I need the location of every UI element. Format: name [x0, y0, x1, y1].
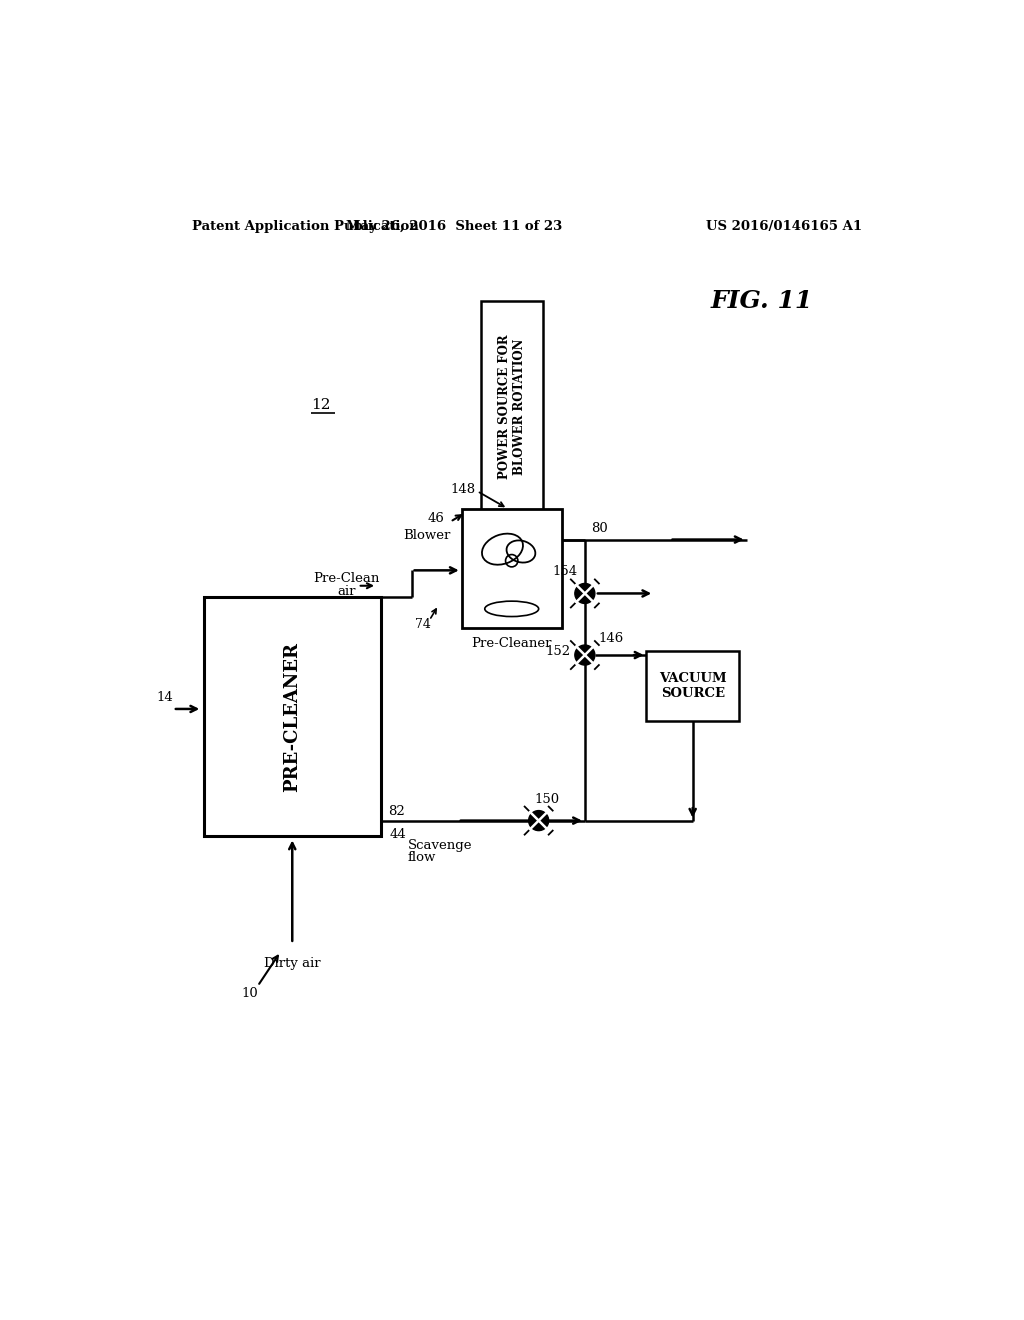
Text: Pre-Clean: Pre-Clean — [313, 572, 379, 585]
Text: FIG. 11: FIG. 11 — [711, 289, 813, 313]
Text: flow: flow — [408, 851, 436, 865]
Text: 46: 46 — [428, 512, 444, 525]
Text: 148: 148 — [451, 483, 475, 496]
Bar — [204, 597, 381, 836]
Text: Blower: Blower — [402, 529, 451, 543]
Text: US 2016/0146165 A1: US 2016/0146165 A1 — [706, 219, 862, 232]
Text: 146: 146 — [599, 631, 624, 644]
Text: 80: 80 — [591, 521, 608, 535]
Text: Scavenge: Scavenge — [408, 838, 472, 851]
Text: POWER SOURCE FOR
BLOWER ROTATION: POWER SOURCE FOR BLOWER ROTATION — [498, 334, 525, 479]
Text: 154: 154 — [552, 565, 578, 578]
Text: 44: 44 — [389, 828, 407, 841]
Bar — [462, 508, 562, 628]
Text: 74: 74 — [415, 618, 431, 631]
Text: 152: 152 — [546, 644, 571, 657]
Circle shape — [528, 810, 549, 830]
Bar — [481, 301, 543, 512]
Text: 150: 150 — [535, 792, 560, 805]
Text: Dirty air: Dirty air — [264, 957, 321, 970]
Text: air: air — [337, 585, 355, 598]
Circle shape — [574, 583, 595, 603]
Text: Pre-Cleaner: Pre-Cleaner — [471, 638, 552, 649]
Text: 14: 14 — [157, 690, 174, 704]
Text: 10: 10 — [242, 987, 258, 1001]
Circle shape — [574, 645, 595, 665]
Bar — [646, 651, 739, 721]
Text: May 26, 2016  Sheet 11 of 23: May 26, 2016 Sheet 11 of 23 — [346, 219, 562, 232]
Text: PRE-CLEANER: PRE-CLEANER — [284, 642, 301, 792]
Text: 82: 82 — [388, 805, 406, 818]
Text: Patent Application Publication: Patent Application Publication — [193, 219, 419, 232]
Text: 12: 12 — [311, 397, 331, 412]
Text: VACUUM
SOURCE: VACUUM SOURCE — [658, 672, 726, 700]
